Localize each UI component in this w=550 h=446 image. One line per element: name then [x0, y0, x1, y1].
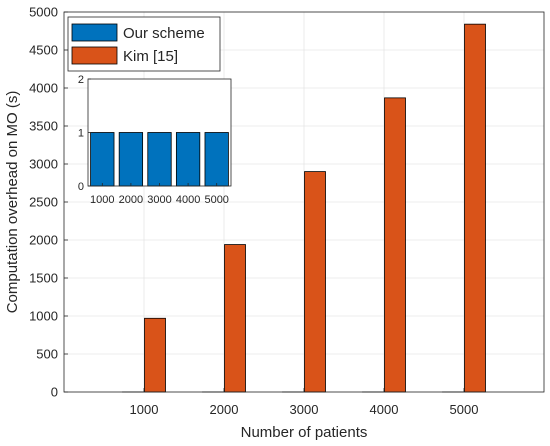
y-tick-label: 4500	[29, 43, 58, 58]
x-tick-label: 1000	[130, 402, 159, 417]
x-tick-label: 4000	[370, 402, 399, 417]
y-tick-label: 5000	[29, 5, 58, 20]
inset-bar-our-scheme	[118, 132, 144, 187]
inset-x-tick-label: 4000	[176, 194, 200, 206]
legend-label-our-scheme: Our scheme	[123, 25, 205, 42]
y-tick-label: 1000	[29, 309, 58, 324]
legend-swatch-kim	[71, 46, 118, 65]
legend: Our scheme Kim [15]	[67, 16, 221, 72]
inset-x-tick-label: 1000	[90, 194, 114, 206]
y-tick-label: 2000	[29, 233, 58, 248]
inset-x-tick-label: 3000	[147, 194, 171, 206]
bar-kim	[144, 317, 166, 393]
inset-bars	[90, 132, 229, 187]
inset-x-tick-label: 2000	[119, 194, 143, 206]
x-tick-labels: 1000 2000 3000 4000 5000	[130, 388, 479, 417]
bar-kim	[384, 97, 406, 393]
y-tick-label: 2500	[29, 195, 58, 210]
bars	[122, 23, 486, 393]
legend-swatch-our-scheme	[71, 23, 118, 42]
main-plot: 0 500 1000 1500 2000 2500 3000 3500 4000 4500 5000…	[4, 5, 545, 441]
inset-y-tick-label: 2	[78, 74, 84, 86]
inset-y-tick-label: 0	[78, 181, 84, 193]
inset-x-tick-labels: 1000 2000 3000 4000 5000	[90, 183, 229, 206]
y-tick-label: 3000	[29, 157, 58, 172]
y-tick-label: 4000	[29, 81, 58, 96]
inset-y-tick-labels: 0 1 2	[78, 74, 91, 193]
bar-kim	[464, 23, 486, 393]
y-tick-label: 1500	[29, 271, 58, 286]
inset-bar-our-scheme	[90, 132, 115, 187]
y-tick-label: 3500	[29, 119, 58, 134]
inset-bar-our-scheme	[175, 132, 201, 187]
inset-x-tick-label: 5000	[204, 194, 228, 206]
x-axis-label: Number of patients	[241, 424, 368, 441]
inset-y-tick-label: 1	[78, 128, 84, 140]
inset-bar-our-scheme	[204, 132, 229, 187]
x-tick-label: 2000	[210, 402, 239, 417]
x-tick-label: 3000	[290, 402, 319, 417]
y-tick-labels: 0 500 1000 1500 2000 2500 3000 3500 4000 4500 5000	[29, 5, 68, 400]
y-tick-label: 0	[51, 385, 58, 400]
bar-kim	[304, 171, 326, 393]
inset-plot: 0 1 2 1000 2000 3000 4000 5000	[78, 74, 232, 206]
x-tick-label: 5000	[450, 402, 479, 417]
y-tick-label: 500	[36, 347, 58, 362]
inset-bar-our-scheme	[147, 132, 172, 187]
legend-label-kim: Kim [15]	[123, 48, 178, 65]
bar-kim	[224, 244, 246, 393]
y-axis-label: Computation overhead on MO (s)	[4, 91, 21, 314]
